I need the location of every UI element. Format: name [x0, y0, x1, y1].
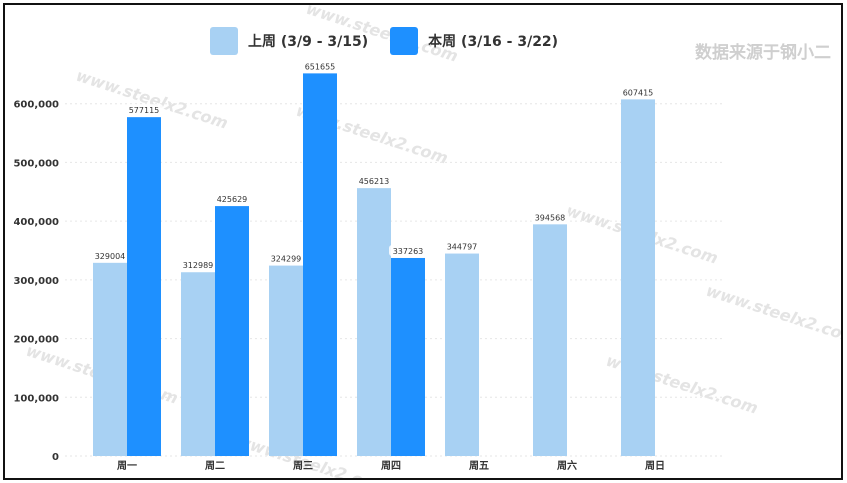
legend-swatch-last-week	[210, 27, 238, 55]
legend-item-last-week[interactable]: 上周 (3/9 - 3/15)	[210, 27, 368, 55]
y-tick-label: 400,000	[13, 217, 59, 228]
value-label-bg	[389, 244, 427, 256]
bar[interactable]	[181, 272, 215, 456]
x-tick-label: 周五	[469, 460, 489, 472]
x-tick-label: 周二	[205, 460, 225, 472]
value-label-bg	[91, 249, 129, 261]
y-tick-label: 0	[52, 452, 59, 463]
value-label-bg	[213, 193, 251, 205]
value-label-bg	[267, 252, 305, 264]
y-tick-label: 200,000	[13, 335, 59, 346]
bar[interactable]	[533, 224, 567, 456]
x-tick-label: 周六	[557, 459, 577, 472]
value-label: 577115	[129, 106, 160, 115]
y-tick-label: 100,000	[13, 393, 59, 404]
y-tick-label: 300,000	[13, 276, 59, 287]
bar[interactable]	[127, 117, 161, 456]
legend-swatch-this-week	[390, 27, 419, 55]
bar-chart: 0 100,000 200,000 300,000 400,000 500,000 600,…	[13, 60, 725, 472]
x-tick-label: 周三	[293, 460, 313, 472]
value-label: 456213	[359, 177, 390, 186]
value-label: 312989	[183, 261, 214, 270]
y-tick-label: 500,000	[13, 158, 59, 169]
bar[interactable]	[215, 206, 249, 456]
value-label: 425629	[217, 195, 248, 204]
bar[interactable]	[391, 257, 425, 456]
value-label-bg	[443, 240, 481, 252]
legend-label-this-week: 本周 (3/16 - 3/22)	[428, 34, 559, 50]
x-tick-label: 周一	[117, 460, 137, 472]
chart-frame: www.steelx2.com www.steelx2.com www.steelx…	[3, 3, 843, 480]
bar[interactable]	[93, 262, 127, 456]
value-label: 329004	[95, 252, 126, 261]
value-label: 324299	[271, 255, 302, 264]
bar[interactable]	[621, 99, 655, 456]
legend: 上周 (3/9 - 3/15) 本周 (3/16 - 3/22)	[210, 27, 558, 55]
bar[interactable]	[357, 188, 391, 456]
x-tick-label: 周四	[381, 460, 401, 472]
bar[interactable]	[269, 265, 303, 456]
x-tick-label: 周日	[645, 460, 665, 472]
value-label-bg	[125, 104, 163, 116]
source-text: 数据来源于钢小二	[695, 43, 831, 63]
value-label-bg	[619, 86, 657, 98]
value-label-bg	[301, 60, 339, 72]
bar[interactable]	[303, 73, 337, 456]
value-label: 607415	[623, 88, 654, 97]
value-label: 651655	[305, 62, 336, 71]
value-label: 337263	[393, 247, 424, 256]
value-label-bg	[179, 259, 217, 271]
value-label: 344797	[447, 243, 478, 252]
legend-item-this-week[interactable]: 本周 (3/16 - 3/22)	[390, 27, 558, 55]
value-label-bg	[531, 211, 569, 223]
value-label-bg	[355, 175, 393, 187]
legend-label-last-week: 上周 (3/9 - 3/15)	[248, 34, 369, 50]
bar[interactable]	[445, 253, 479, 456]
y-tick-label: 600,000	[13, 100, 59, 111]
value-label: 394568	[535, 213, 566, 222]
